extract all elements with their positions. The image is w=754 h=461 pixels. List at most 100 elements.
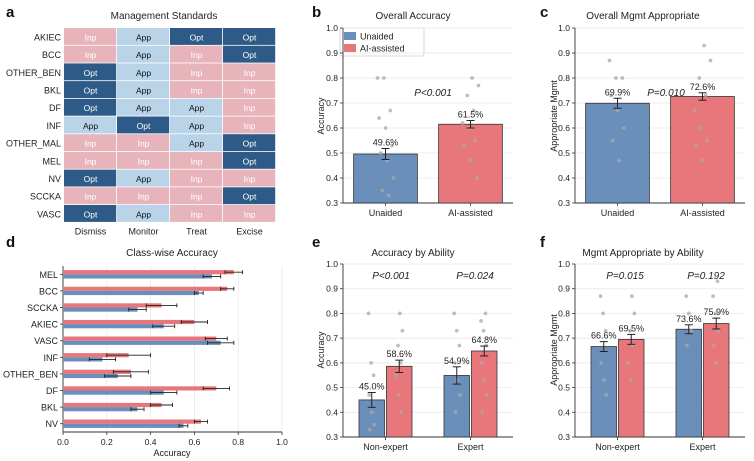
x-tick-label: Non-expert <box>595 442 640 452</box>
legend-swatch-unaided <box>344 32 356 40</box>
data-point <box>455 378 460 383</box>
bar-value-label: 49.6% <box>373 138 399 148</box>
heatmap-cell-label: Inp <box>191 85 203 95</box>
heatmap-cell-label: App <box>136 174 151 184</box>
data-point <box>713 311 718 316</box>
data-point <box>599 360 604 365</box>
heatmap-cell-label: Inp <box>244 209 256 219</box>
heatmap-cell <box>223 116 276 134</box>
heatmap-cell <box>117 28 170 45</box>
heatmap-column-label: Dismiss <box>75 227 107 237</box>
heatmap-row-label: MEL <box>42 156 61 166</box>
heatmap-cell <box>117 45 170 63</box>
data-point <box>399 410 404 415</box>
heatmap-column-label: Excise <box>236 227 263 237</box>
heatmap-cell-label: App <box>83 121 98 131</box>
ability-mgmt-pvalue-expert: P=0.192 <box>687 271 725 282</box>
panel-label-c: c <box>540 4 548 21</box>
heatmap-cell <box>223 63 276 81</box>
data-point <box>367 393 372 397</box>
data-point <box>697 76 702 80</box>
heatmap-row-label: BCC <box>42 50 62 60</box>
data-point <box>479 318 483 323</box>
heatmap-cell <box>117 98 170 116</box>
panel-label-e: e <box>312 234 320 251</box>
ability-mgmt-pvalue-nonexpert: P=0.015 <box>606 271 644 282</box>
data-point <box>621 126 626 130</box>
x-tick-label: 0.4 <box>145 437 157 447</box>
heatmap-row-label: DF <box>49 103 61 113</box>
mgmt-pvalue: P=0.010 <box>647 88 685 99</box>
heatmap-row-label: BKL <box>44 85 61 95</box>
heatmap-cell-label: Inp <box>244 121 256 131</box>
heatmap-cell <box>223 81 276 98</box>
y-tick-label: 0.7 <box>558 333 570 343</box>
data-point <box>609 93 614 98</box>
x-tick-label: 0.6 <box>188 437 200 447</box>
heatmap-cell-label: Opt <box>243 156 257 166</box>
x-tick-label: 1.0 <box>276 437 288 447</box>
data-point <box>603 328 608 333</box>
bar-value-label: 66.6% <box>591 331 617 341</box>
data-point <box>699 126 703 130</box>
heatmap-row-label: NV <box>48 174 61 184</box>
data-point <box>396 343 400 348</box>
heatmap-cell <box>170 151 223 169</box>
bar <box>63 386 217 391</box>
data-point <box>460 121 465 125</box>
bar-value-label: 69.5% <box>618 323 644 333</box>
data-point <box>598 294 603 299</box>
bar-value-label: 75.9% <box>703 307 729 317</box>
data-point <box>694 143 699 148</box>
y-tick-label: 0.6 <box>558 123 570 133</box>
heatmap-cell-label: Inp <box>244 68 256 78</box>
data-point <box>711 294 715 299</box>
ability-accuracy-pvalue-nonexpert: P<0.001 <box>372 271 410 282</box>
data-point <box>366 311 371 316</box>
data-point <box>628 378 633 383</box>
accuracy-pvalue: P<0.001 <box>414 88 452 99</box>
data-point <box>383 126 388 130</box>
data-point <box>604 393 609 397</box>
bar <box>63 369 131 374</box>
data-point <box>684 294 689 299</box>
heatmap-row-label: OTHER_BEN <box>6 68 61 78</box>
heatmap-cell <box>223 187 276 205</box>
heatmap-cell <box>170 169 223 187</box>
heatmap-cell-label: App <box>136 209 151 219</box>
heatmap-cell <box>170 205 223 222</box>
heatmap-cell-label: App <box>136 68 151 78</box>
heatmap-cell-label: Inp <box>138 156 150 166</box>
data-point <box>610 138 615 143</box>
heatmap-cell-label: Opt <box>190 32 204 42</box>
heatmap-cell <box>117 63 170 81</box>
data-point <box>452 360 457 365</box>
data-point <box>369 360 374 365</box>
y-tick-label: 0.8 <box>326 73 338 83</box>
bar-value-label: 54.9% <box>444 356 470 366</box>
data-point <box>620 76 625 80</box>
bar <box>670 96 735 204</box>
data-point <box>386 193 391 198</box>
bar <box>353 153 418 204</box>
data-point <box>711 343 716 348</box>
data-point <box>367 427 372 432</box>
heatmap-cell-label: Inp <box>191 192 203 202</box>
data-point <box>481 328 486 333</box>
bar-value-label: 73.6% <box>676 314 702 324</box>
y-tick-label: 0.8 <box>558 73 570 83</box>
data-point <box>629 294 634 299</box>
heatmap-cell-label: App <box>189 103 204 113</box>
data-point <box>391 176 396 180</box>
heatmap-cell-label: Opt <box>84 85 98 95</box>
y-tick-label: 0.4 <box>558 407 570 417</box>
y-tick-label: 0.3 <box>326 198 338 208</box>
heatmap-cell <box>64 45 117 63</box>
bar <box>703 323 730 438</box>
bar <box>63 353 129 358</box>
bar <box>63 303 162 308</box>
data-point <box>716 328 721 333</box>
data-point <box>476 83 481 88</box>
heatmap-cell <box>64 187 117 205</box>
data-point <box>400 328 405 333</box>
